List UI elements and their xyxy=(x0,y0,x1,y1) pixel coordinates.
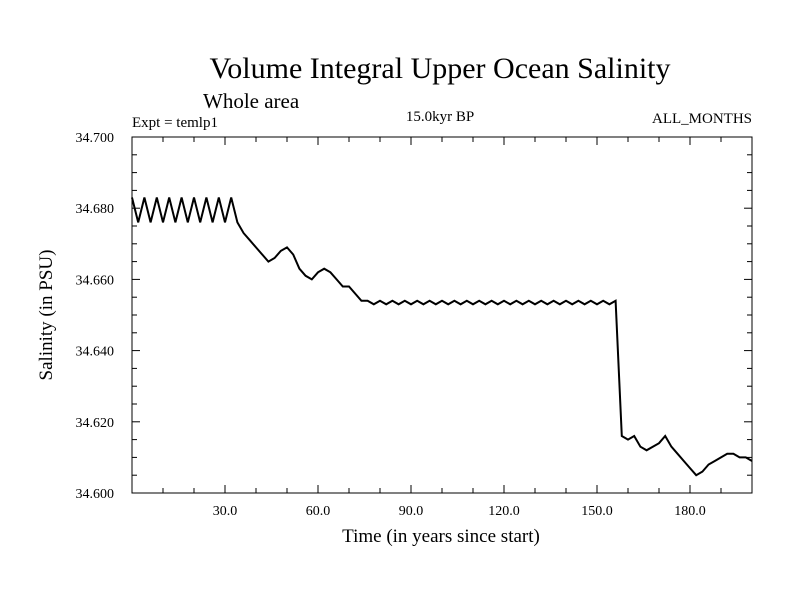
x-tick-label: 60.0 xyxy=(306,504,331,519)
chart-title: Volume Integral Upper Ocean Salinity xyxy=(210,52,671,85)
x-tick-label: 90.0 xyxy=(399,504,424,519)
x-tick-label: 30.0 xyxy=(213,504,238,519)
x-tick-label: 120.0 xyxy=(488,504,520,519)
x-tick-label: 180.0 xyxy=(674,504,706,519)
plot-frame xyxy=(131,136,753,494)
chart-subtitle: Whole area xyxy=(203,89,300,113)
y-tick-label: 34.680 xyxy=(76,202,115,217)
months-label: ALL_MONTHS xyxy=(652,111,752,127)
experiment-label: Expt = temlp1 xyxy=(132,115,218,131)
y-tick-label: 34.620 xyxy=(76,416,115,431)
y-tick-label: 34.640 xyxy=(76,345,115,360)
x-axis-label: Time (in years since start) xyxy=(342,526,540,547)
y-tick-label: 34.660 xyxy=(76,273,115,288)
y-tick-label: 34.700 xyxy=(76,131,115,146)
y-tick-label: 34.600 xyxy=(76,487,115,502)
x-tick-label: 150.0 xyxy=(581,504,613,519)
y-axis-label: Salinity (in PSU) xyxy=(36,250,57,381)
period-label: 15.0kyr BP xyxy=(406,109,474,125)
series-line-salinity xyxy=(131,197,753,477)
